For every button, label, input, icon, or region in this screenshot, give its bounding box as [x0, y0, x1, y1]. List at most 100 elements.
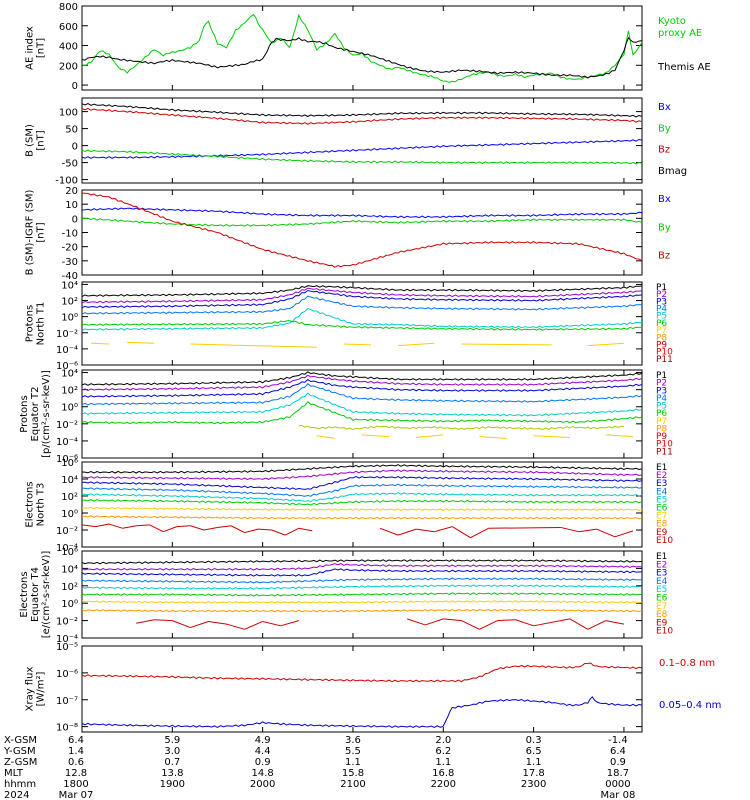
fragment-segment [434, 526, 453, 533]
y-tick-label: 10⁻⁶ [56, 669, 78, 680]
x-axis-value: 1.1 [526, 757, 542, 768]
fragment-segment [316, 435, 335, 439]
x-axis-value: 5.9 [164, 735, 180, 746]
y-tick-label: 10² [61, 386, 78, 397]
x-axis-value: Mar 07 [59, 790, 94, 800]
legend-entry: E6 [656, 504, 668, 514]
y-tick-label: 20 [65, 186, 78, 197]
fragment-segment [163, 526, 178, 533]
fragment-segment [149, 524, 164, 533]
fragment-segment [479, 620, 498, 630]
x-axis-value: 18.7 [607, 768, 629, 779]
series-label: Bx [658, 194, 671, 205]
x-axis-row-label: 2024 [4, 790, 29, 800]
series-line-p3 [82, 378, 642, 398]
fragment-segment [461, 620, 480, 630]
fragment-segment [271, 529, 286, 536]
fragment-segment [190, 525, 205, 531]
fragment-segment [230, 525, 245, 533]
legend-entry: P7 [656, 417, 667, 427]
y-axis-label: B (SM)-IGRF (SM) [25, 190, 36, 276]
series-line-kyoto-proxy-ae [82, 13, 642, 83]
y-tick-label: 800 [59, 2, 78, 13]
fragment-segment [127, 341, 155, 344]
x-axis-value: 5.5 [345, 746, 361, 757]
y-tick-label: -100 [55, 176, 78, 187]
series-line-p6 [82, 320, 642, 331]
legend-entry: P11 [656, 355, 673, 365]
fragment-segment [569, 618, 589, 630]
series-line-p5 [82, 307, 642, 331]
legend-entry: E1 [656, 463, 667, 473]
fragment-segment [122, 525, 137, 529]
series-line-e1 [82, 559, 642, 565]
fragment-segment [136, 524, 150, 527]
fragment-segment [285, 527, 299, 536]
legend-entry: E8 [656, 520, 668, 530]
y-tick-label: 10⁴ [61, 280, 78, 291]
series-label: Bz [658, 251, 670, 262]
y-axis-label: Electrons [25, 481, 36, 527]
y-tick-label: 100 [59, 108, 78, 119]
legend-entry: P1 [656, 283, 667, 293]
x-axis-value: 4.9 [255, 735, 271, 746]
series-line-bx [82, 138, 642, 159]
y-tick-label: 10² [61, 492, 78, 503]
x-axis-value: 0.9 [610, 757, 626, 768]
y-tick-label: 0 [72, 81, 78, 92]
fragment-segment [190, 620, 209, 629]
legend-entry: P3 [656, 386, 667, 396]
fragment-segment [361, 434, 390, 438]
legend-entry: P8 [656, 424, 667, 434]
fragment-segment [461, 343, 552, 346]
series-line-p2 [82, 287, 642, 304]
x-axis-row-label: Y-GSM [3, 746, 36, 757]
y-tick-label: 10⁶ [61, 458, 78, 469]
panel-2: 100 50 0 -50 -100 B (SM) [nT] Bx By Bz Bmag [25, 97, 687, 187]
x-axis-value: 14.8 [252, 768, 274, 779]
series-line-e1 [82, 464, 642, 474]
fragment-segment [560, 526, 579, 533]
fragment-segment [217, 525, 232, 528]
legend-entry: E3 [656, 569, 667, 579]
x-axis-value: 3.6 [345, 735, 361, 746]
fragment-segment [108, 523, 123, 529]
legend-entry: P10 [656, 440, 673, 450]
fragment-segment [379, 527, 399, 536]
fragment-segment [343, 343, 372, 346]
legend-entry: E10 [656, 536, 673, 546]
series-line-e2 [82, 563, 642, 571]
x-axis-value: 17.8 [522, 768, 544, 779]
fragment-segment [587, 620, 607, 630]
legend-entry: E7 [656, 512, 667, 522]
legend-entry: P4 [656, 394, 667, 404]
series-line-e4 [82, 483, 642, 497]
series-line-p4 [82, 295, 642, 315]
series-label: Kyoto [658, 16, 686, 27]
fragment-segment [298, 527, 313, 532]
x-axis-value: 16.8 [432, 768, 454, 779]
fragment-segment [452, 526, 471, 539]
series-line-0-1-0-8-nm [82, 662, 642, 683]
fragment-segment [95, 523, 110, 528]
y-tick-label: 10² [61, 582, 78, 593]
legend-entry: E9 [656, 618, 668, 628]
legend-entry: P7 [656, 326, 667, 336]
x-axis-value: 12.8 [65, 768, 87, 779]
y-tick-label: 10⁻² [56, 526, 78, 537]
panel-frame [81, 189, 643, 276]
legend-entry: E2 [656, 560, 667, 570]
legend-entry: P4 [656, 305, 667, 315]
fragment-segment [397, 528, 417, 536]
legend-entry: E7 [656, 602, 667, 612]
series-label: By [658, 222, 671, 233]
legend-entry: P10 [656, 348, 673, 358]
series-line-by [82, 149, 642, 165]
legend-entry: E1 [656, 552, 667, 562]
series-line-p5 [82, 392, 642, 417]
y-tick-label: 10⁰ [61, 599, 78, 610]
series-line-e7 [82, 600, 642, 604]
fragment-segment [533, 618, 570, 627]
y-axis-label: [nT] [36, 38, 47, 58]
